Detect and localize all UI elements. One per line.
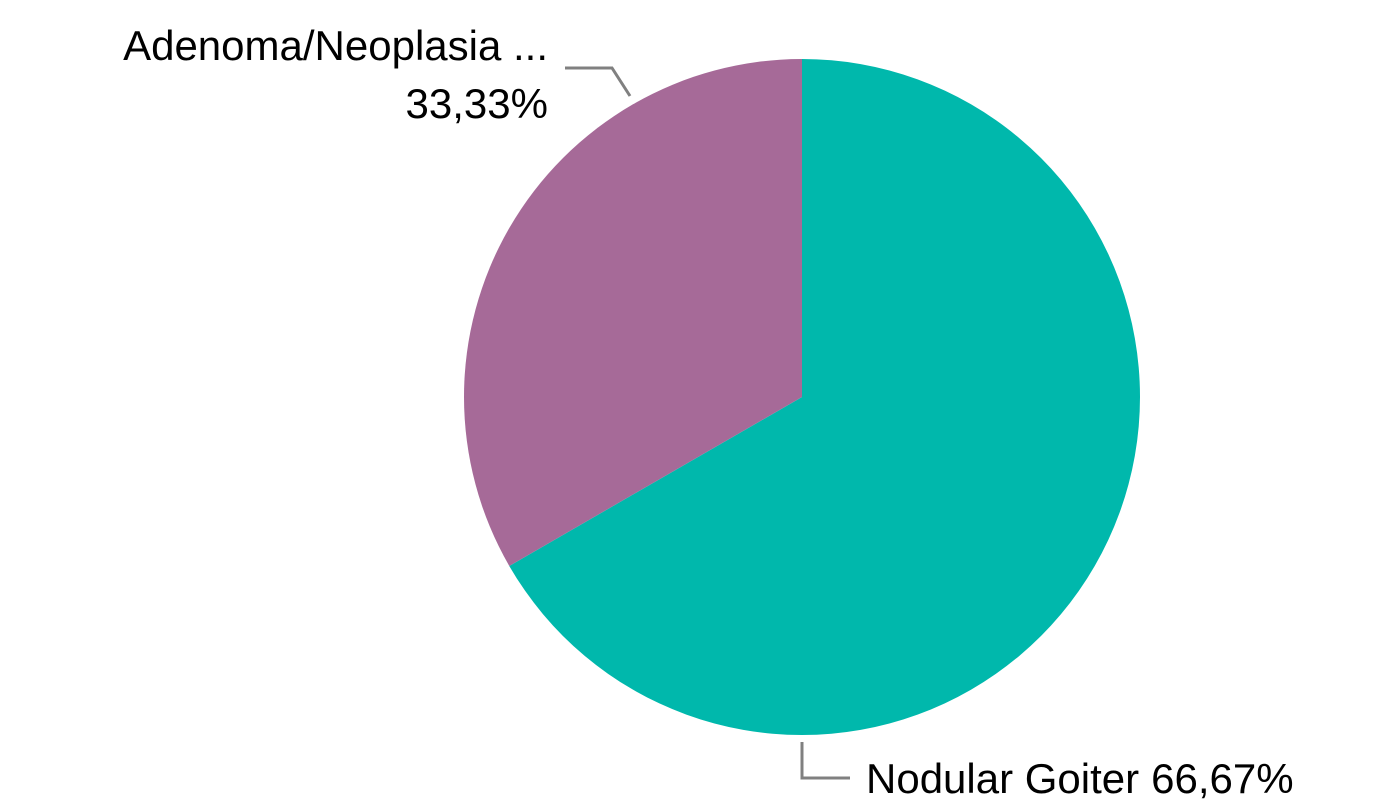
label-category: Adenoma/Neoplasia ... xyxy=(123,22,548,69)
slice-label: Nodular Goiter 66,67% xyxy=(866,755,1294,802)
label-category: Nodular Goiter xyxy=(866,755,1139,802)
leader-line xyxy=(800,742,850,780)
leader-line xyxy=(565,66,632,97)
pie-slice xyxy=(509,59,1140,735)
label-value: 33,33% xyxy=(406,80,548,127)
label-value: 66,67% xyxy=(1151,755,1293,802)
pie-slice xyxy=(464,59,802,566)
